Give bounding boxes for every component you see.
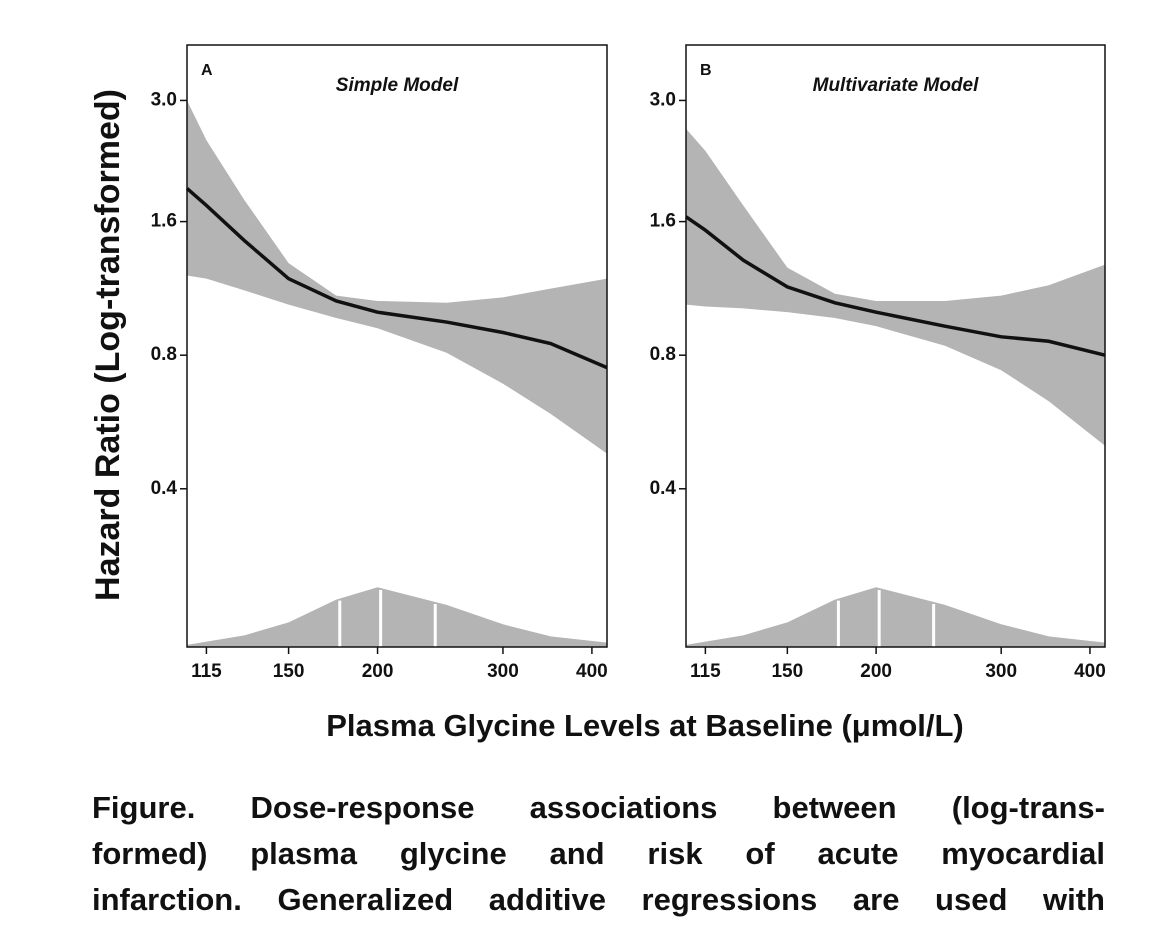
x-tick-label: 200 xyxy=(860,661,892,682)
x-tick-label: 300 xyxy=(487,661,519,682)
density xyxy=(187,587,607,647)
x-tick-label: 150 xyxy=(273,661,305,682)
y-axis-label: Hazard Ratio (Log-transformed) xyxy=(89,89,127,601)
caption-line: infarction. Generalized additive regress… xyxy=(92,882,1105,917)
y-tick-label: 0.8 xyxy=(151,344,177,365)
panel-letter: B xyxy=(700,62,712,79)
hr-line xyxy=(685,215,1106,357)
density xyxy=(686,587,1105,647)
plot-frame xyxy=(186,44,608,648)
x-axis-label: Plasma Glycine Levels at Baseline (μmol/… xyxy=(326,708,964,743)
y-tick-label: 0.4 xyxy=(650,478,677,499)
x-tick-label: 115 xyxy=(191,661,222,682)
x-tick-label: 200 xyxy=(362,661,394,682)
x-tick-label: 400 xyxy=(1074,661,1106,682)
hr-line xyxy=(185,187,608,370)
y-tick-label: 0.8 xyxy=(650,344,676,365)
plot-frame xyxy=(685,44,1106,648)
panel-title: Simple Model xyxy=(336,75,459,96)
confidence-band xyxy=(187,100,607,454)
y-tick-label: 3.0 xyxy=(650,89,676,110)
x-tick-label: 400 xyxy=(576,661,608,682)
x-tick-label: 115 xyxy=(690,661,721,682)
x-tick-label: 150 xyxy=(771,661,803,682)
y-tick-label: 3.0 xyxy=(151,89,177,110)
x-tick-label: 300 xyxy=(985,661,1017,682)
panel-title: Multivariate Model xyxy=(813,75,979,96)
y-tick-label: 1.6 xyxy=(151,211,177,232)
caption-line: formed) plasma glycine and risk of acute… xyxy=(92,836,1105,871)
y-tick-label: 1.6 xyxy=(650,211,676,232)
caption-line: Figure. Dose-response associations betwe… xyxy=(92,790,1105,825)
panel-letter: A xyxy=(201,62,213,79)
confidence-band xyxy=(686,128,1105,446)
y-tick-label: 0.4 xyxy=(151,478,178,499)
